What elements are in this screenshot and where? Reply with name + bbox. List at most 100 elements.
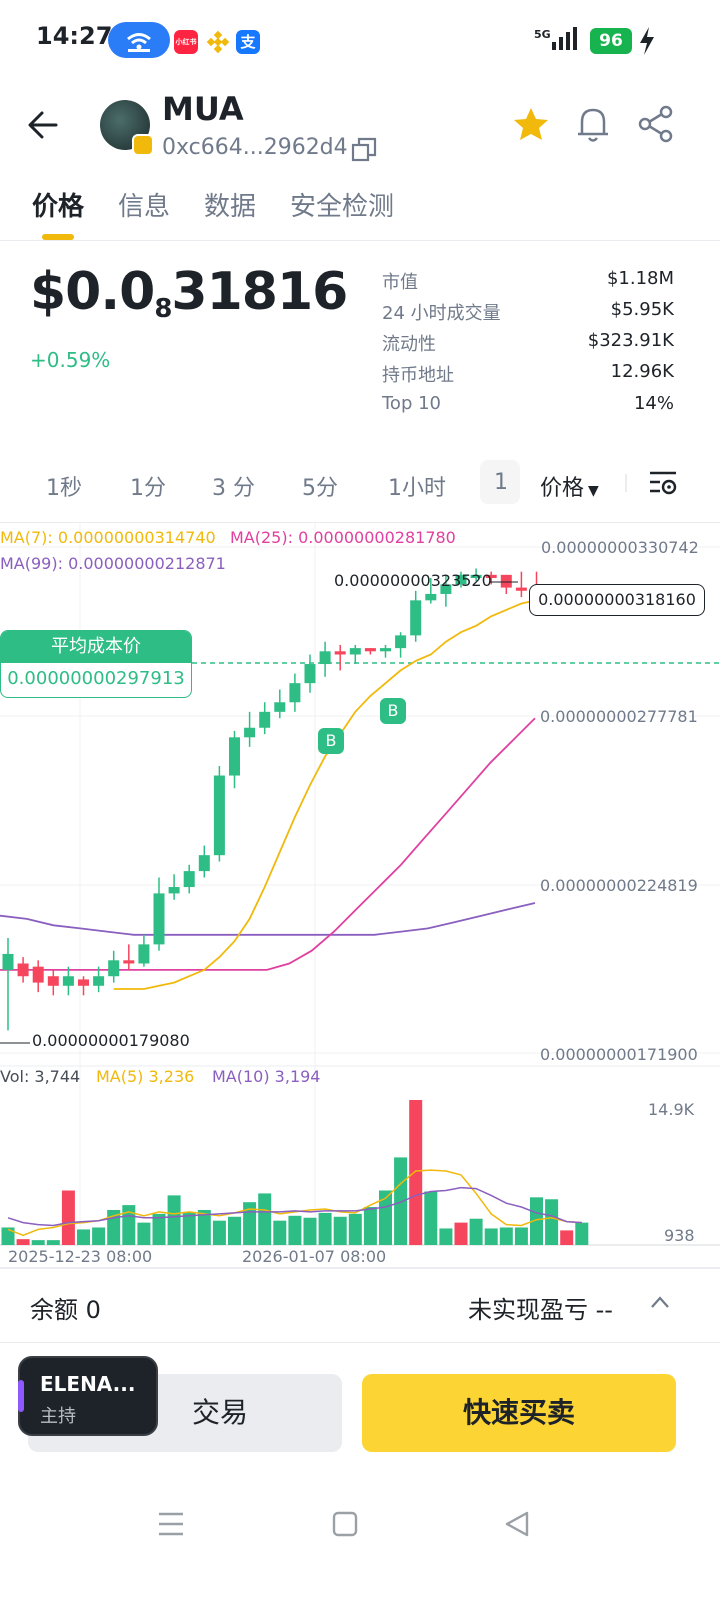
- binance-app-icon: [206, 30, 230, 58]
- chevron-up-icon[interactable]: [650, 1294, 670, 1313]
- chart-settings-icon[interactable]: [648, 468, 678, 502]
- bell-icon[interactable]: [574, 104, 612, 148]
- candle-body: [47, 976, 59, 986]
- y-axis-label: 0.00000000171900: [540, 1045, 698, 1064]
- x-axis-label: 2025-12-23 08:00: [8, 1247, 153, 1266]
- buy-marker[interactable]: B: [318, 728, 344, 754]
- volume-bar: [31, 1240, 45, 1245]
- avg-cost-title: 平均成本价: [1, 631, 191, 663]
- stat-label: 持币地址: [382, 365, 454, 386]
- volume-bar: [333, 1216, 347, 1245]
- buy-marker[interactable]: B: [380, 698, 406, 724]
- candle-body: [289, 683, 301, 703]
- status-time: 14:27: [36, 22, 113, 50]
- tab-info[interactable]: 信息: [118, 192, 171, 222]
- tab-indicator: [42, 234, 74, 240]
- avg-cost-box: 平均成本价 0.00000000297913: [0, 630, 192, 698]
- tab-security[interactable]: 安全检测: [290, 192, 395, 222]
- volume-bar: [122, 1205, 136, 1245]
- unrealized-pnl[interactable]: 未实现盈亏 --: [468, 1296, 613, 1324]
- tab-price[interactable]: 价格: [32, 192, 85, 222]
- price-type-dropdown[interactable]: 价格 ▼: [540, 476, 599, 501]
- candle-body: [395, 635, 407, 649]
- volume-bar: [167, 1195, 181, 1245]
- home-nav-icon[interactable]: [332, 1510, 358, 1542]
- menu-nav-icon[interactable]: [158, 1510, 184, 1542]
- volume-bar: [348, 1213, 362, 1245]
- candle-body: [17, 963, 29, 977]
- divider: [0, 1342, 720, 1343]
- ma25-legend: MA(25): 0.00000000281780: [230, 528, 456, 547]
- charging-icon: [638, 26, 656, 60]
- host-floating-card[interactable]: [18, 1356, 158, 1436]
- price-change: +0.59%: [30, 348, 111, 372]
- high-price-label: 0.00000000323520: [334, 571, 492, 590]
- share-icon[interactable]: [636, 104, 676, 148]
- chain-badge-icon: [132, 134, 154, 156]
- candle-body: [304, 664, 316, 684]
- back-arrow-icon[interactable]: [26, 108, 60, 146]
- volume-bar: [243, 1202, 257, 1245]
- candle-body: [380, 648, 391, 652]
- x-axis-label: 2026-01-07 08:00: [242, 1247, 387, 1266]
- interval-1m[interactable]: 1分: [130, 476, 166, 501]
- candle-body: [78, 979, 89, 986]
- volume-bar: [273, 1220, 287, 1245]
- star-icon[interactable]: [512, 106, 550, 148]
- candle-body: [440, 584, 452, 594]
- divider: [0, 1267, 720, 1269]
- interval-3m[interactable]: 3 分: [212, 476, 255, 501]
- volume-bar: [363, 1207, 377, 1245]
- candle-body: [62, 976, 74, 986]
- balance: 余额 0: [30, 1296, 101, 1324]
- candle-body: [229, 737, 240, 776]
- stat-label: 24 小时成交量: [382, 303, 501, 324]
- volume-bar: [439, 1228, 453, 1245]
- quick-trade-button[interactable]: 快速买卖: [362, 1374, 676, 1452]
- volume-bar: [152, 1213, 166, 1245]
- stat-label: 市值: [382, 272, 418, 293]
- back-nav-icon[interactable]: [504, 1510, 530, 1542]
- candle-body: [108, 960, 120, 977]
- stat-label: Top 10: [382, 393, 442, 414]
- volume-bar: [182, 1211, 196, 1245]
- volume-bar: [424, 1191, 438, 1245]
- candle-body: [198, 855, 210, 872]
- interval-1s[interactable]: 1秒: [46, 476, 82, 501]
- y-axis-label: 0.00000000277781: [540, 707, 698, 726]
- battery-level: 96: [590, 28, 632, 54]
- volume-bar: [318, 1212, 332, 1245]
- volume-bar: [258, 1193, 272, 1245]
- signal-icon: [546, 26, 580, 56]
- stat-value: $5.95K: [610, 299, 674, 320]
- candle-body: [2, 953, 14, 970]
- interval-5m[interactable]: 5分: [302, 476, 338, 501]
- volume-bar: [394, 1157, 408, 1245]
- volume-bar: [77, 1229, 90, 1245]
- alipay-app-icon: 支: [236, 30, 260, 54]
- candle-body: [485, 574, 497, 579]
- host-name: ELENA...: [40, 1372, 136, 1396]
- copy-icon[interactable]: [350, 136, 378, 168]
- candle-body: [168, 887, 180, 894]
- volume-bar: [484, 1228, 498, 1245]
- candle-body: [364, 648, 376, 652]
- wifi-hotspot-pill: [108, 22, 170, 58]
- tab-data[interactable]: 数据: [204, 192, 257, 222]
- candle-body: [244, 727, 256, 738]
- kline-chart[interactable]: [0, 523, 720, 1268]
- candle-body: [213, 775, 225, 856]
- ma7-legend: MA(7): 0.00000000314740: [0, 528, 216, 547]
- candle-body: [153, 893, 165, 945]
- avg-cost-value: 0.00000000297913: [7, 668, 185, 689]
- caret-down-icon: ▼: [588, 483, 599, 499]
- wifi-icon: [127, 33, 151, 52]
- volume-bar: [16, 1239, 30, 1245]
- candle-body: [334, 651, 346, 655]
- volume-bar: [499, 1227, 513, 1245]
- host-accent: [18, 1380, 24, 1412]
- candle-body: [138, 944, 150, 964]
- interval-more[interactable]: 1: [494, 470, 508, 495]
- interval-1h[interactable]: 1小时: [388, 476, 446, 501]
- volume-bar: [575, 1222, 589, 1245]
